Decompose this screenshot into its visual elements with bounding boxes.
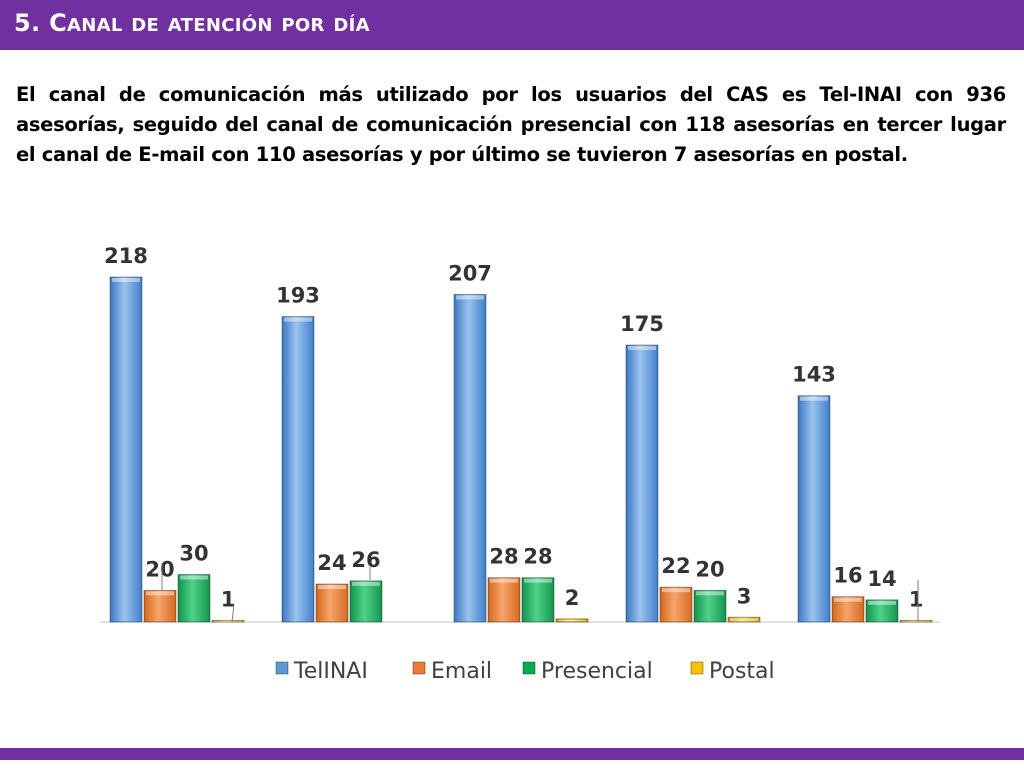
data-label-presencial-4: 20 — [695, 557, 724, 581]
bar-telinai-3 — [453, 293, 487, 623]
data-label-telinai-2: 193 — [276, 284, 320, 308]
bar-email-5 — [831, 596, 865, 623]
bar-postal-3 — [555, 618, 589, 623]
page-title: 5. CANAL DE ATENCIÓN POR DÍA — [14, 9, 370, 37]
bar-email-4 — [659, 586, 693, 623]
bar-email-3 — [487, 577, 521, 623]
legend-swatch-presencial — [522, 661, 536, 675]
legend-swatch-postal — [690, 661, 704, 675]
bar-presencial-4 — [693, 589, 727, 623]
bar-email-2 — [315, 583, 349, 623]
data-label-email-1: 20 — [145, 557, 174, 581]
data-label-postal-4: 3 — [737, 584, 752, 608]
title-bar: 5. CANAL DE ATENCIÓN POR DÍA — [0, 0, 1024, 50]
legend-swatch-telinai — [275, 661, 289, 675]
data-label-presencial-5: 14 — [867, 567, 896, 591]
bar-telinai-4 — [625, 344, 659, 623]
data-label-telinai-4: 175 — [620, 312, 664, 336]
bar-telinai-5 — [797, 395, 831, 623]
bar-postal-4 — [727, 616, 761, 623]
data-label-postal-3: 2 — [565, 586, 580, 610]
data-label-presencial-2: 26 — [351, 548, 380, 572]
bar-telinai-1 — [109, 276, 143, 623]
data-label-postal-1: 1 — [221, 587, 236, 611]
legend-swatch-email — [412, 661, 426, 675]
bar-presencial-1 — [177, 574, 211, 623]
data-label-postal-5: 1 — [909, 587, 924, 611]
label-leader-line — [231, 603, 235, 623]
legend-label-telinai: TelINAI — [293, 659, 368, 684]
bar-presencial-3 — [521, 577, 555, 623]
legend-item-email: Email — [412, 659, 492, 684]
legend-item-telinai: TelINAI — [275, 659, 368, 684]
legend-item-postal: Postal — [690, 659, 775, 684]
footer-bar — [0, 748, 1024, 760]
data-label-presencial-3: 28 — [523, 545, 552, 569]
data-label-email-3: 28 — [489, 545, 518, 569]
data-label-email-4: 22 — [661, 554, 690, 578]
legend-label-presencial: Presencial — [541, 659, 653, 684]
data-label-telinai-1: 218 — [104, 244, 148, 268]
bar-email-1 — [143, 589, 177, 623]
bar-postal-5 — [899, 619, 933, 623]
bar-presencial-2 — [349, 580, 383, 623]
legend-label-postal: Postal — [709, 659, 775, 684]
bar-postal-1 — [211, 619, 245, 623]
data-label-presencial-1: 30 — [179, 542, 208, 566]
legend-label-email: Email — [431, 659, 492, 684]
data-label-email-2: 24 — [317, 551, 346, 575]
data-label-telinai-5: 143 — [792, 363, 836, 387]
data-label-email-5: 16 — [833, 564, 862, 588]
intro-paragraph: El canal de comunicación más utilizado p… — [16, 83, 1006, 166]
bar-telinai-2 — [281, 316, 315, 623]
legend: TelINAI Email Presencial Postal — [275, 659, 775, 684]
data-label-telinai-3: 207 — [448, 261, 492, 285]
bar-presencial-5 — [865, 599, 899, 623]
legend-item-presencial: Presencial — [522, 659, 653, 684]
